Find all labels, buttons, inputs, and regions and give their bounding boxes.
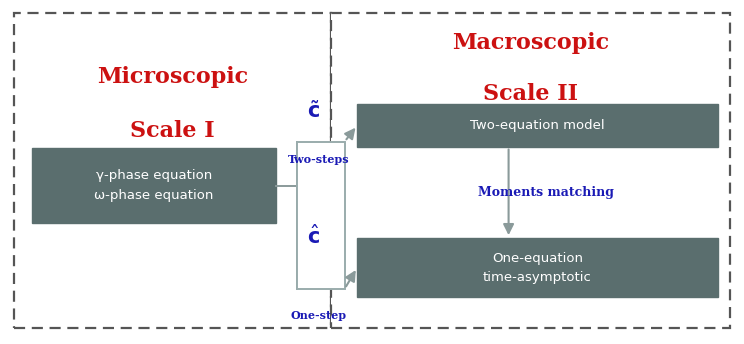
Text: $\hat{\mathbf{c}}$: $\hat{\mathbf{c}}$ <box>307 224 320 248</box>
Text: Two-steps: Two-steps <box>287 154 349 165</box>
Text: One-equation
time-asymptotic: One-equation time-asymptotic <box>483 251 591 283</box>
FancyBboxPatch shape <box>357 238 718 297</box>
FancyBboxPatch shape <box>357 104 718 147</box>
Text: Moments matching: Moments matching <box>478 186 614 199</box>
Text: Scale II: Scale II <box>484 83 578 105</box>
FancyBboxPatch shape <box>297 141 344 289</box>
Text: Macroscopic: Macroscopic <box>452 32 609 54</box>
Text: Two-equation model: Two-equation model <box>470 119 605 132</box>
Bar <box>14 13 331 328</box>
Text: $\tilde{\mathbf{c}}$: $\tilde{\mathbf{c}}$ <box>307 100 320 122</box>
Bar <box>331 13 730 328</box>
Text: Microscopic: Microscopic <box>97 66 248 88</box>
Text: One-step: One-step <box>290 310 347 321</box>
FancyBboxPatch shape <box>32 148 276 223</box>
Text: γ-phase equation
ω-phase equation: γ-phase equation ω-phase equation <box>94 169 214 202</box>
Text: Scale I: Scale I <box>130 120 215 142</box>
